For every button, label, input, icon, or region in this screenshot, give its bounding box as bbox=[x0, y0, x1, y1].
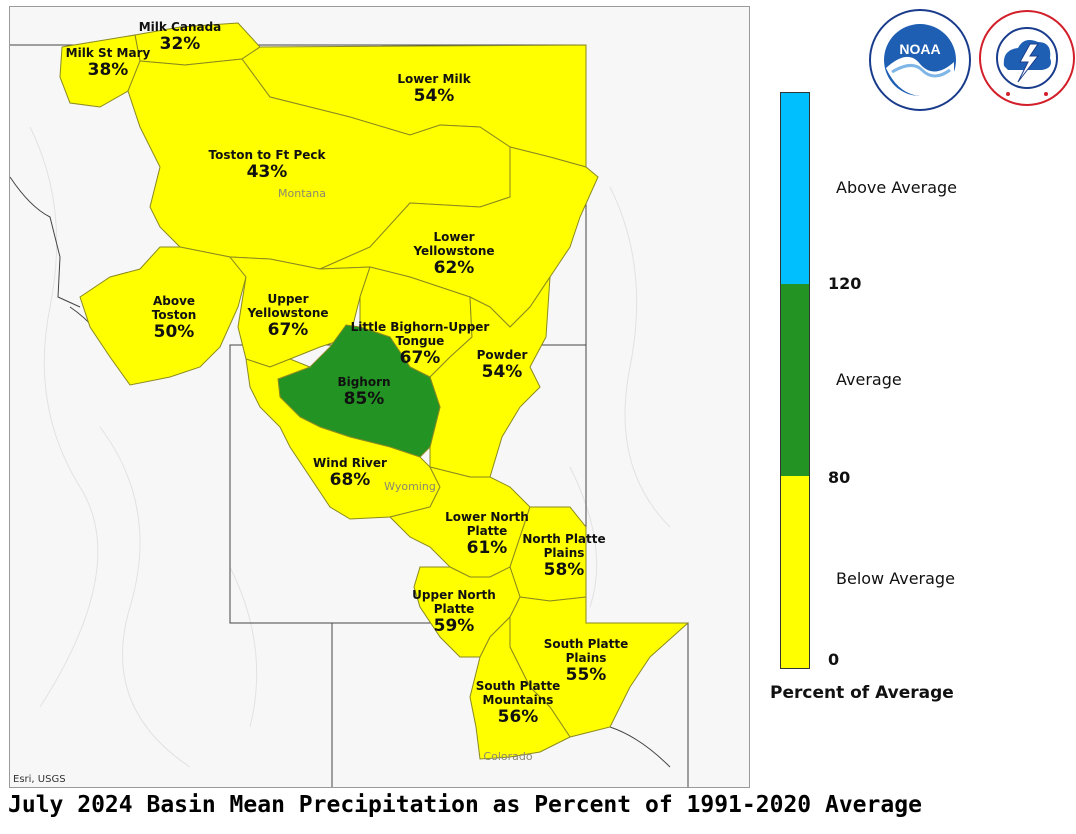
basin-name: South Platte Plains bbox=[543, 637, 629, 665]
basin-label-upper-north-platte: Upper North Platte 59% bbox=[409, 588, 499, 636]
state-label-colorado: Colorado bbox=[483, 750, 533, 763]
basin-shape-milk-st-mary bbox=[59, 34, 141, 108]
basin-label-milk-canada: Milk Canada 32% bbox=[138, 20, 222, 54]
legend-break-80: 80 bbox=[828, 468, 851, 487]
basin-name: Bighorn bbox=[337, 375, 391, 389]
basin-label-lower-north-platte: Lower North Platte 61% bbox=[442, 510, 532, 558]
basin-name: Little Bighorn-Upper Tongue bbox=[350, 320, 490, 348]
basin-name: South Platte Mountains bbox=[475, 679, 561, 707]
basin-label-bighorn: Bighorn 85% bbox=[337, 375, 391, 409]
legend-label-above: Above Average bbox=[836, 178, 957, 197]
map-title: July 2024 Basin Mean Precipitation as Pe… bbox=[8, 792, 922, 818]
basin-percent: 43% bbox=[246, 161, 288, 182]
basin-shape-above-toston bbox=[79, 246, 247, 386]
nws-logo-icon bbox=[979, 10, 1075, 106]
legend-swatch-below bbox=[781, 476, 809, 668]
basin-shape-south-platte-mountains bbox=[469, 615, 571, 760]
basin-percent: 59% bbox=[433, 615, 475, 636]
basin-name: Powder bbox=[476, 348, 528, 362]
map-credit: Esri, USGS bbox=[13, 774, 66, 785]
basin-label-south-platte-plains: South Platte Plains 55% bbox=[541, 637, 631, 685]
basin-percent: 54% bbox=[481, 361, 523, 382]
basin-label-upper-yellowstone: Upper Yellowstone 67% bbox=[238, 292, 338, 340]
basin-name: Upper North Platte bbox=[412, 588, 496, 616]
basin-percent: 54% bbox=[413, 85, 455, 106]
nws-logo bbox=[978, 6, 1076, 114]
basin-name: Lower North Platte bbox=[445, 510, 529, 538]
basin-percent: 67% bbox=[399, 347, 441, 368]
basin-name: Toston to Ft Peck bbox=[208, 148, 326, 162]
state-label-wyoming: Wyoming bbox=[384, 480, 436, 493]
basin-label-north-platte-plains: North Platte Plains 58% bbox=[521, 532, 607, 580]
basin-percent: 56% bbox=[497, 706, 539, 727]
terrain-background bbox=[29, 126, 671, 768]
basin-percent: 68% bbox=[329, 469, 371, 490]
basin-map bbox=[10, 22, 690, 787]
map-frame: Montana Wyoming Colorado Milk Canada 32%… bbox=[9, 6, 750, 788]
basin-percent: 58% bbox=[543, 559, 585, 580]
basin-label-milk-st-mary: Milk St Mary 38% bbox=[65, 46, 151, 80]
legend-label-below: Below Average bbox=[836, 569, 955, 588]
basin-name: North Platte Plains bbox=[522, 532, 606, 560]
legend-color-bar bbox=[780, 92, 810, 669]
basin-label-lower-milk: Lower Milk 54% bbox=[397, 72, 471, 106]
basin-percent: 50% bbox=[153, 321, 195, 342]
basin-name: Upper Yellowstone bbox=[247, 292, 329, 320]
basin-percent: 38% bbox=[87, 59, 129, 80]
basin-label-powder: Powder 54% bbox=[476, 348, 528, 382]
noaa-logo-icon: NOAA bbox=[869, 9, 971, 111]
basin-name: Milk St Mary bbox=[65, 46, 151, 60]
legend-swatch-average bbox=[781, 284, 809, 476]
legend-break-120: 120 bbox=[828, 274, 862, 293]
noaa-wordmark: NOAA bbox=[899, 41, 940, 57]
basin-label-wind-river: Wind River 68% bbox=[313, 456, 387, 490]
basin-name: Lower Yellowstone bbox=[413, 230, 495, 258]
legend-label-average: Average bbox=[836, 370, 902, 389]
legend-swatch-above bbox=[781, 93, 809, 284]
basin-percent: 67% bbox=[267, 319, 309, 340]
basin-label-south-platte-mountains: South Platte Mountains 56% bbox=[473, 679, 563, 727]
legend-break-0: 0 bbox=[828, 650, 840, 669]
basin-percent: 61% bbox=[466, 537, 508, 558]
state-label-montana: Montana bbox=[278, 187, 326, 200]
basin-name: Wind River bbox=[313, 456, 387, 470]
basin-percent: 32% bbox=[159, 33, 201, 54]
basin-polygons bbox=[59, 22, 690, 760]
basin-name: Lower Milk bbox=[397, 72, 471, 86]
basin-label-above-toston: Above Toston 50% bbox=[139, 294, 209, 342]
basin-name: Milk Canada bbox=[138, 20, 222, 34]
basin-percent: 62% bbox=[433, 257, 475, 278]
basin-percent: 55% bbox=[565, 664, 607, 685]
basin-label-toston-ft-peck: Toston to Ft Peck 43% bbox=[208, 148, 326, 182]
basin-name: Above Toston bbox=[151, 294, 197, 322]
noaa-logo: NOAA bbox=[868, 8, 972, 116]
basin-label-lower-yellowstone: Lower Yellowstone 62% bbox=[404, 230, 504, 278]
basin-percent: 85% bbox=[343, 388, 385, 409]
legend-title: Percent of Average bbox=[770, 683, 954, 703]
basin-label-little-bighorn-upper-tongue: Little Bighorn-Upper Tongue 67% bbox=[345, 320, 495, 368]
